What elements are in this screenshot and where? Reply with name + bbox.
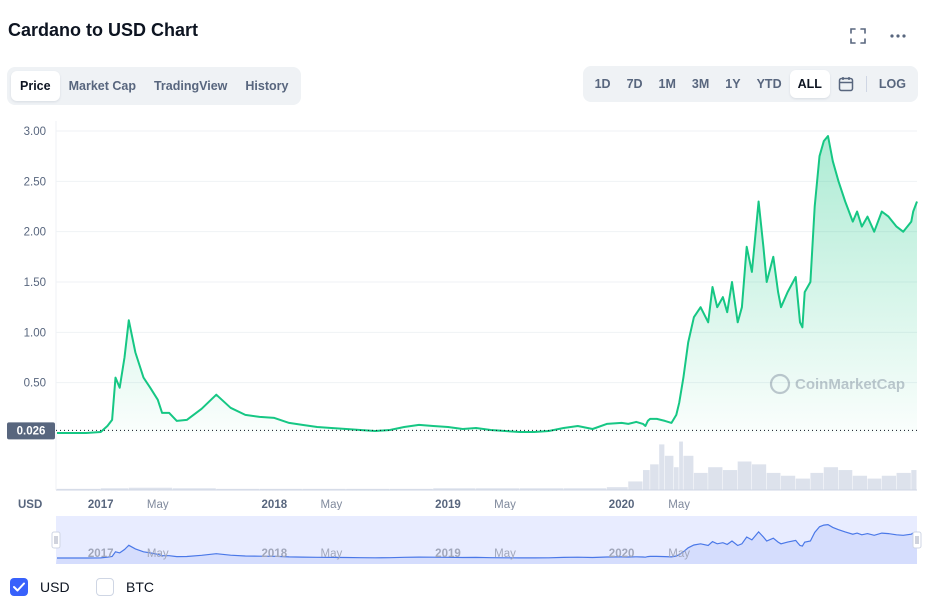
navigator-tick-label: May [147,548,169,560]
volume-bar [628,481,643,490]
volume-bar [881,475,897,490]
x-tick-label: 2020 [609,499,635,510]
y-tick-label: 2.50 [24,176,46,188]
watermark: CoinMarketCap [769,373,905,395]
price-line [57,135,918,434]
legend-usd-toggle[interactable]: USD [10,578,70,596]
volume-bar [172,488,216,490]
price-area [57,136,917,433]
volume-bar [823,467,839,490]
navigator-tick-label: 2017 [88,548,114,560]
watermark-text: CoinMarketCap [795,376,905,393]
current-price-label: 0.026 [17,425,46,437]
volume-bar [780,475,796,490]
navigator-tick-label: 2018 [262,548,288,560]
volume-bar [302,488,346,490]
time-range-selector: 1D 7D 1M 3M 1Y YTD ALL LOG [582,66,918,102]
volume-bar [56,488,101,490]
volume-bar [679,441,683,490]
navigator-line [57,523,918,559]
fullscreen-icon[interactable] [849,27,867,45]
range-3m-button[interactable]: 3M [691,77,710,91]
navigator-tick-label: May [668,548,690,560]
navigator-tick-label: May [494,548,516,560]
volume-bar [708,467,723,490]
y-tick-label: 1.00 [24,327,46,339]
currency-label: USD [18,499,42,510]
range-7d-button[interactable]: 7D [626,77,643,91]
volume-bar [673,467,679,490]
x-tick-label: May [494,499,516,510]
range-1y-button[interactable]: 1Y [725,77,741,91]
volume-bar [216,488,260,490]
x-tick-label: 2019 [435,499,461,510]
navigator-tick-label: 2020 [609,548,635,560]
navigator-tick-label: May [321,548,343,560]
legend-btc-toggle[interactable]: BTC [96,578,154,596]
volume-bar [867,478,882,490]
volume-bar [852,475,868,490]
log-scale-button[interactable]: LOG [878,77,906,91]
volume-bar [259,488,302,490]
volume-bar [346,488,390,490]
x-tick-label: 2017 [88,499,114,510]
range-all-button[interactable]: ALL [789,70,830,98]
volume-bar [476,488,520,490]
chart-type-tabs: Price Market Cap TradingView History [7,67,302,105]
checkbox-checked-icon [10,578,28,596]
volume-bar [737,461,752,490]
x-tick-label: May [321,499,343,510]
price-chart[interactable]: 3.00 2.50 2.00 1.50 1.00 0.50 0.026 2017 May 2018… [0,110,926,510]
volume-bar [389,488,433,490]
volume-bar [896,472,911,490]
volume-bar [606,487,628,490]
volume-bar [838,470,853,490]
volume-bar [128,487,173,490]
volume-bar [650,464,659,490]
y-tick-label: 0.50 [24,378,46,390]
volume-bar [433,488,476,490]
checkbox-unchecked-icon [96,578,114,596]
range-navigator[interactable]: 2017 May 2018 May 2019 May 2020 May [0,512,926,568]
more-horizontal-icon[interactable] [889,27,907,45]
legend-btc-label: BTC [126,579,154,595]
y-tick-label: 3.00 [24,126,46,138]
volume-bar [722,470,738,490]
range-1d-button[interactable]: 1D [594,77,611,91]
tab-price[interactable]: Price [11,71,60,101]
calendar-icon[interactable] [830,70,862,98]
page-title: Cardano to USD Chart [8,20,199,40]
volume-bar [683,455,694,490]
volume-bar [519,488,564,490]
x-tick-label: May [668,499,690,510]
range-ytd-button[interactable]: YTD [756,77,782,91]
volume-bar [766,472,781,490]
volume-bar [693,472,708,490]
navigator-right-handle [912,531,922,549]
volume-bar [659,444,665,490]
navigator-left-handle [51,531,61,549]
volume-bar [563,488,607,490]
legend-usd-label: USD [40,579,70,595]
y-tick-label: 1.50 [24,277,46,289]
navigator-area [56,524,917,564]
tab-market-cap[interactable]: Market Cap [68,79,136,93]
volume-bar [751,464,767,490]
volume-bar [810,472,824,490]
current-price-badge [7,422,55,440]
y-tick-label: 2.00 [24,227,46,239]
volume-bar [100,488,129,490]
x-tick-label: 2018 [262,499,288,510]
volume-bar [664,455,674,490]
tab-history[interactable]: History [245,79,289,93]
volume-bar [795,478,810,490]
watermark-logo-icon [769,373,791,395]
range-1m-button[interactable]: 1M [658,77,676,91]
navigator-tick-label: 2019 [435,548,461,560]
divider [865,76,867,92]
volume-bar [911,470,917,490]
volume-bar [643,470,650,490]
x-tick-label: May [147,499,169,510]
tab-tradingview[interactable]: TradingView [153,79,228,93]
